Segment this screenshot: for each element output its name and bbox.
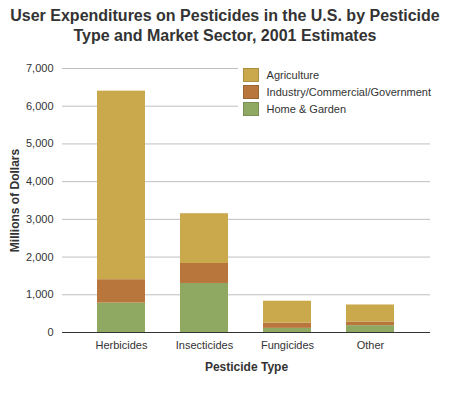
svg-text:4,000: 4,000 xyxy=(26,175,54,187)
svg-text:Insecticides: Insecticides xyxy=(176,339,234,351)
svg-text:0: 0 xyxy=(47,326,53,338)
html-text:Agriculture: Agriculture xyxy=(266,69,320,81)
svg-text:Herbicides: Herbicides xyxy=(96,339,148,351)
svg-text:Millions of Dollars: Millions of Dollars xyxy=(8,149,22,253)
html-text:Industry/Commercial/Government: Industry/Commercial/Government xyxy=(266,86,431,98)
svg-text:Pesticide Type: Pesticide Type xyxy=(205,360,288,374)
svg-text:7,000: 7,000 xyxy=(26,62,54,74)
svg-text:3,000: 3,000 xyxy=(26,213,54,225)
svg-text:6,000: 6,000 xyxy=(26,100,54,112)
svg-text:Other: Other xyxy=(357,339,385,351)
svg-text:5,000: 5,000 xyxy=(26,137,54,149)
html-text:Home & Garden: Home & Garden xyxy=(266,103,346,115)
html-text:User Expenditures on Pesticide: User Expenditures on Pesticides in the U… xyxy=(10,7,440,44)
svg-text:2,000: 2,000 xyxy=(26,251,54,263)
svg-text:Fungicides: Fungicides xyxy=(261,339,315,351)
svg-text:1,000: 1,000 xyxy=(26,288,54,300)
